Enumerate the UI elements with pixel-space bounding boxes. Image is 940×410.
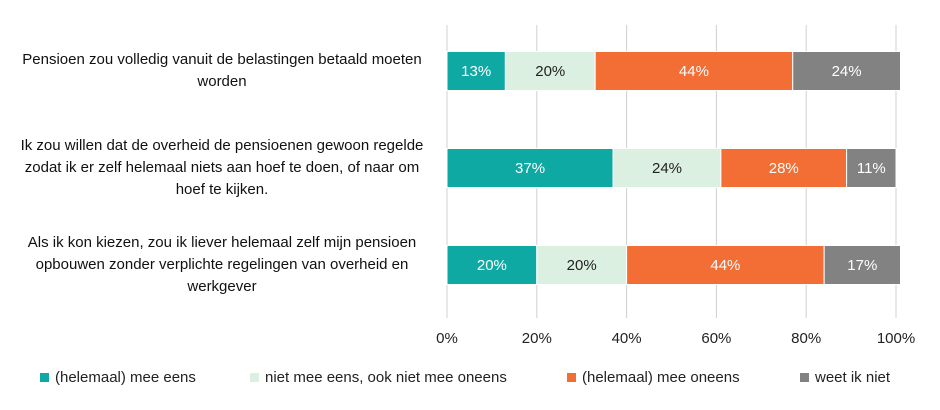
category-label: Ik zou willen dat de overheid de pensioe… bbox=[20, 137, 424, 198]
value-label: 20% bbox=[567, 257, 597, 274]
x-tick-label: 40% bbox=[612, 330, 642, 347]
value-label: 44% bbox=[710, 257, 740, 274]
value-label: 13% bbox=[461, 63, 491, 80]
bar-segment bbox=[594, 51, 794, 91]
bar-segment bbox=[846, 148, 897, 188]
bar-segment bbox=[536, 245, 628, 285]
value-label: 24% bbox=[652, 160, 682, 177]
value-label: 20% bbox=[535, 63, 565, 80]
legend-label: niet mee eens, ook niet mee oneens bbox=[265, 369, 507, 386]
legend-label: weet ik niet bbox=[814, 369, 891, 386]
value-label: 44% bbox=[679, 63, 709, 80]
value-label: 20% bbox=[477, 257, 507, 274]
x-tick-label: 80% bbox=[791, 330, 821, 347]
legend-label: (helemaal) mee oneens bbox=[582, 369, 740, 386]
legend-swatch bbox=[40, 373, 49, 382]
bar-segment bbox=[446, 148, 614, 188]
category-label: Pensioen zou volledig vanuit de belastin… bbox=[22, 51, 422, 90]
bar-segment bbox=[446, 245, 538, 285]
value-label: 37% bbox=[515, 160, 545, 177]
bar-segment bbox=[446, 51, 506, 91]
bar-segment bbox=[792, 51, 901, 91]
bar-segment bbox=[823, 245, 901, 285]
bar-segment bbox=[504, 51, 596, 91]
legend-label: (helemaal) mee eens bbox=[55, 369, 196, 386]
x-tick-label: 60% bbox=[701, 330, 731, 347]
value-label: 28% bbox=[769, 160, 799, 177]
value-label: 11% bbox=[857, 160, 886, 177]
value-label: 17% bbox=[847, 257, 877, 274]
legend-swatch bbox=[567, 373, 576, 382]
category-label: Als ik kon kiezen, zou ik liever helemaa… bbox=[27, 234, 417, 295]
bar-segment bbox=[720, 148, 848, 188]
legend-swatch bbox=[250, 373, 259, 382]
value-label: 24% bbox=[832, 63, 862, 80]
x-tick-label: 100% bbox=[877, 330, 915, 347]
bar-segment bbox=[626, 245, 825, 285]
x-tick-label: 0% bbox=[436, 330, 458, 347]
x-tick-label: 20% bbox=[522, 330, 552, 347]
legend-swatch bbox=[800, 373, 809, 382]
